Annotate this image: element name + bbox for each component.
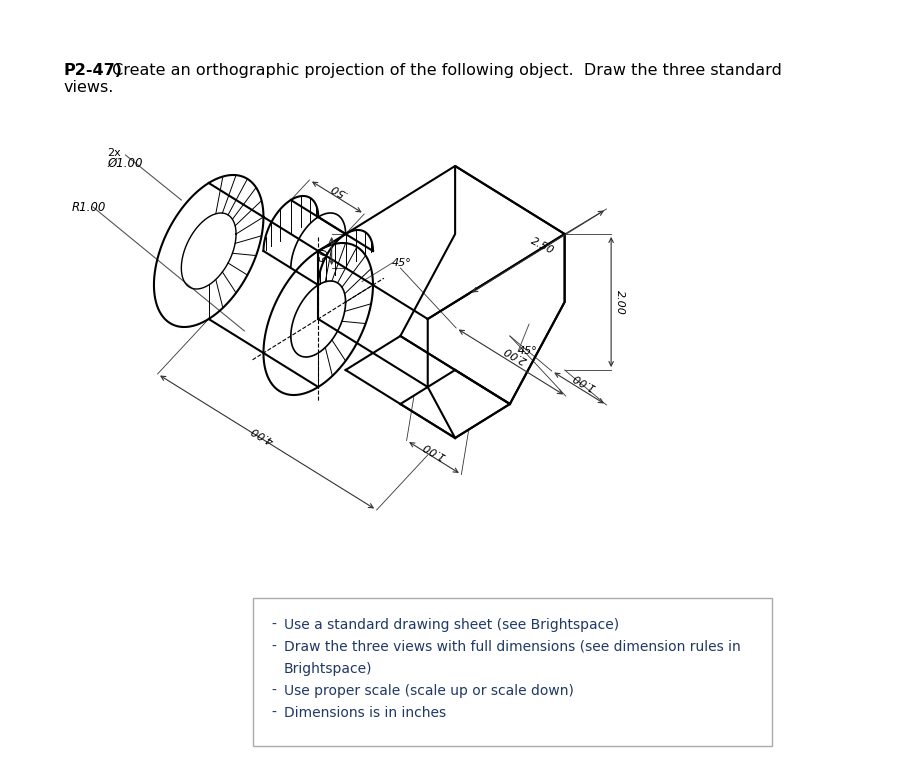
Text: -: - — [271, 684, 276, 698]
Text: .50: .50 — [328, 181, 349, 198]
Text: 2.00: 2.00 — [502, 343, 528, 365]
Text: 2.50: 2.50 — [529, 236, 555, 256]
Text: Draw the three views with full dimensions (see dimension rules in: Draw the three views with full dimension… — [284, 640, 740, 654]
Text: views.: views. — [63, 80, 114, 95]
Text: 1.00: 1.00 — [420, 440, 447, 461]
Text: P2-47): P2-47) — [63, 63, 122, 78]
Text: 2x: 2x — [107, 148, 121, 158]
Text: 45°: 45° — [517, 346, 537, 356]
Text: 4.00: 4.00 — [249, 423, 275, 444]
Text: 1.00: 1.00 — [570, 370, 596, 391]
Text: Use a standard drawing sheet (see Brightspace): Use a standard drawing sheet (see Bright… — [284, 618, 618, 632]
Text: Ø1.00: Ø1.00 — [107, 156, 143, 170]
Text: -: - — [271, 618, 276, 632]
Text: 45°: 45° — [392, 258, 412, 268]
Text: Use proper scale (scale up or scale down): Use proper scale (scale up or scale down… — [284, 684, 573, 698]
Text: Create an orthographic projection of the following object.  Draw the three stand: Create an orthographic projection of the… — [107, 63, 781, 78]
Text: Brightspace): Brightspace) — [284, 662, 372, 676]
Text: Dimensions is in inches: Dimensions is in inches — [284, 706, 445, 720]
Text: R1.00: R1.00 — [71, 201, 106, 213]
Text: -: - — [271, 706, 276, 720]
Text: -: - — [271, 640, 276, 654]
Text: 2.00: 2.00 — [615, 289, 625, 314]
FancyBboxPatch shape — [253, 598, 771, 746]
Text: .50: .50 — [319, 247, 329, 265]
